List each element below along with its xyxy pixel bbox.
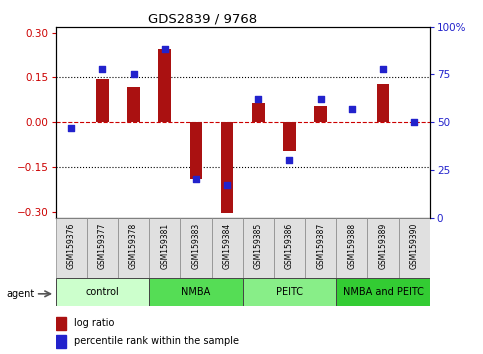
Bar (56, 218, 87, 278)
Bar (377, 84, 389, 122)
Bar (96, 79, 109, 122)
Bar (336, 278, 430, 306)
Bar (212, 218, 243, 278)
Text: GSM159381: GSM159381 (160, 223, 169, 269)
Bar (336, 218, 368, 278)
Text: percentile rank within the sample: percentile rank within the sample (73, 336, 239, 346)
Point (161, 47, 169, 52)
Text: agent: agent (6, 289, 34, 299)
Point (255, 96, 262, 102)
Point (348, 106, 356, 112)
Text: GSM159383: GSM159383 (191, 223, 200, 269)
Bar (305, 218, 336, 278)
Point (192, 177, 200, 182)
Text: GSM159378: GSM159378 (129, 223, 138, 269)
Point (411, 119, 418, 125)
Text: GSM159385: GSM159385 (254, 223, 263, 269)
Bar (87, 218, 118, 278)
Text: NMBA and PEITC: NMBA and PEITC (342, 287, 424, 297)
Point (379, 66, 387, 72)
Point (99, 66, 106, 72)
Bar (190, 122, 202, 179)
Point (129, 72, 137, 77)
Bar (180, 218, 212, 278)
Point (317, 96, 325, 102)
Point (223, 182, 231, 188)
Bar (56, 317, 66, 330)
Text: NMBA: NMBA (181, 287, 211, 297)
Bar (149, 218, 180, 278)
Text: GSM159376: GSM159376 (67, 223, 76, 269)
Bar (56, 335, 66, 348)
Bar (368, 218, 398, 278)
Bar (221, 122, 233, 213)
Text: GSM159389: GSM159389 (379, 223, 387, 269)
Point (67, 125, 75, 131)
Text: GSM159386: GSM159386 (285, 223, 294, 269)
Bar (274, 218, 305, 278)
Bar (149, 278, 242, 306)
Bar (242, 218, 274, 278)
Text: GSM159387: GSM159387 (316, 223, 325, 269)
Bar (128, 87, 140, 122)
Bar (56, 278, 149, 306)
Text: PEITC: PEITC (276, 287, 303, 297)
Bar (252, 103, 265, 122)
Text: GDS2839 / 9768: GDS2839 / 9768 (148, 12, 257, 25)
Bar (158, 49, 171, 122)
Bar (398, 218, 430, 278)
Text: control: control (85, 287, 119, 297)
Point (285, 158, 293, 163)
Bar (118, 218, 149, 278)
Text: GSM159377: GSM159377 (98, 223, 107, 269)
Text: GSM159384: GSM159384 (223, 223, 232, 269)
Text: GSM159390: GSM159390 (410, 223, 419, 269)
Bar (283, 122, 296, 150)
Bar (242, 278, 336, 306)
Text: GSM159388: GSM159388 (347, 223, 356, 269)
Text: log ratio: log ratio (73, 318, 114, 329)
Bar (314, 106, 327, 122)
